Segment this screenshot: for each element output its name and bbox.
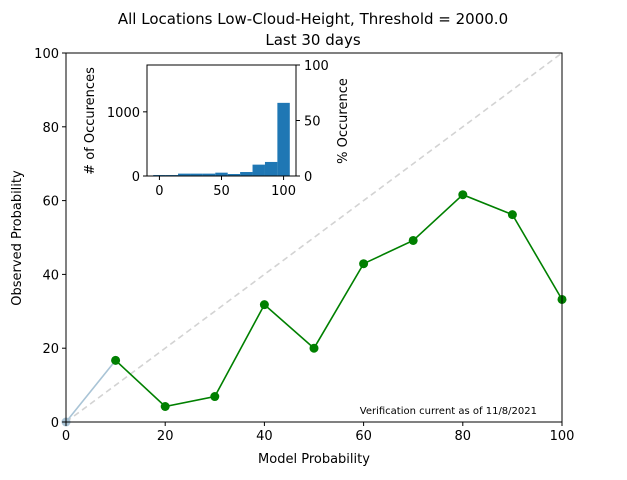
x-tick-label: 80 xyxy=(455,429,472,444)
y-tick-label: 40 xyxy=(42,268,59,283)
x-axis-label: Model Probability xyxy=(258,452,370,467)
x-tick-label: 60 xyxy=(355,429,372,444)
data-point xyxy=(408,235,418,245)
data-point xyxy=(359,259,369,269)
data-point xyxy=(111,355,121,365)
histogram-bar xyxy=(178,173,191,176)
data-point xyxy=(507,210,517,220)
series-line-0 xyxy=(65,359,117,423)
inset-y2-tick-label: 100 xyxy=(304,59,329,74)
inset-y-label: # of Occurences xyxy=(83,67,98,175)
inset-frame xyxy=(146,64,297,177)
y-axis-label: Observed Probability xyxy=(10,170,25,306)
y-tick-label: 0 xyxy=(51,416,59,431)
inset-y2-tick-label: 50 xyxy=(304,115,321,130)
reference-diagonal-line xyxy=(65,52,563,423)
inset-y-tick-label: 0 xyxy=(132,170,140,185)
x-tick-label: 0 xyxy=(62,429,70,444)
histogram-bar xyxy=(240,172,253,176)
data-point xyxy=(259,300,269,310)
data-point xyxy=(160,402,170,412)
histogram-bar xyxy=(227,174,241,176)
inset-y2-label: % Occurence xyxy=(336,78,351,164)
chart-subtitle: Last 30 days xyxy=(265,31,360,49)
histogram-bar xyxy=(215,172,228,176)
histogram-bar xyxy=(277,102,290,176)
series-line-1 xyxy=(115,193,563,408)
inset-x-tick-label: 0 xyxy=(155,184,163,199)
inset-y-tick-label: 1000 xyxy=(107,106,140,121)
y-tick-label: 80 xyxy=(42,121,59,136)
inset-x-tick-label: 50 xyxy=(213,184,230,199)
chart-title: All Locations Low-Cloud-Height, Threshol… xyxy=(118,10,508,28)
data-point xyxy=(458,190,468,200)
x-tick-label: 100 xyxy=(550,429,575,444)
y-tick-label: 20 xyxy=(42,342,59,357)
histogram-bar xyxy=(252,164,265,176)
inset-x-tick-label: 100 xyxy=(271,184,296,199)
x-tick-label: 20 xyxy=(157,429,174,444)
x-tick-label: 40 xyxy=(256,429,273,444)
data-point xyxy=(309,343,319,353)
inset-y2-tick-label: 0 xyxy=(304,170,312,185)
y-tick-label: 60 xyxy=(42,195,59,210)
verification-note: Verification current as of 11/8/2021 xyxy=(360,406,537,417)
y-tick-label: 100 xyxy=(34,47,59,62)
histogram-bar xyxy=(264,161,278,176)
histogram-bar xyxy=(202,173,216,176)
data-point xyxy=(210,392,220,402)
plot-frame xyxy=(65,52,563,423)
histogram-bar xyxy=(190,173,203,176)
